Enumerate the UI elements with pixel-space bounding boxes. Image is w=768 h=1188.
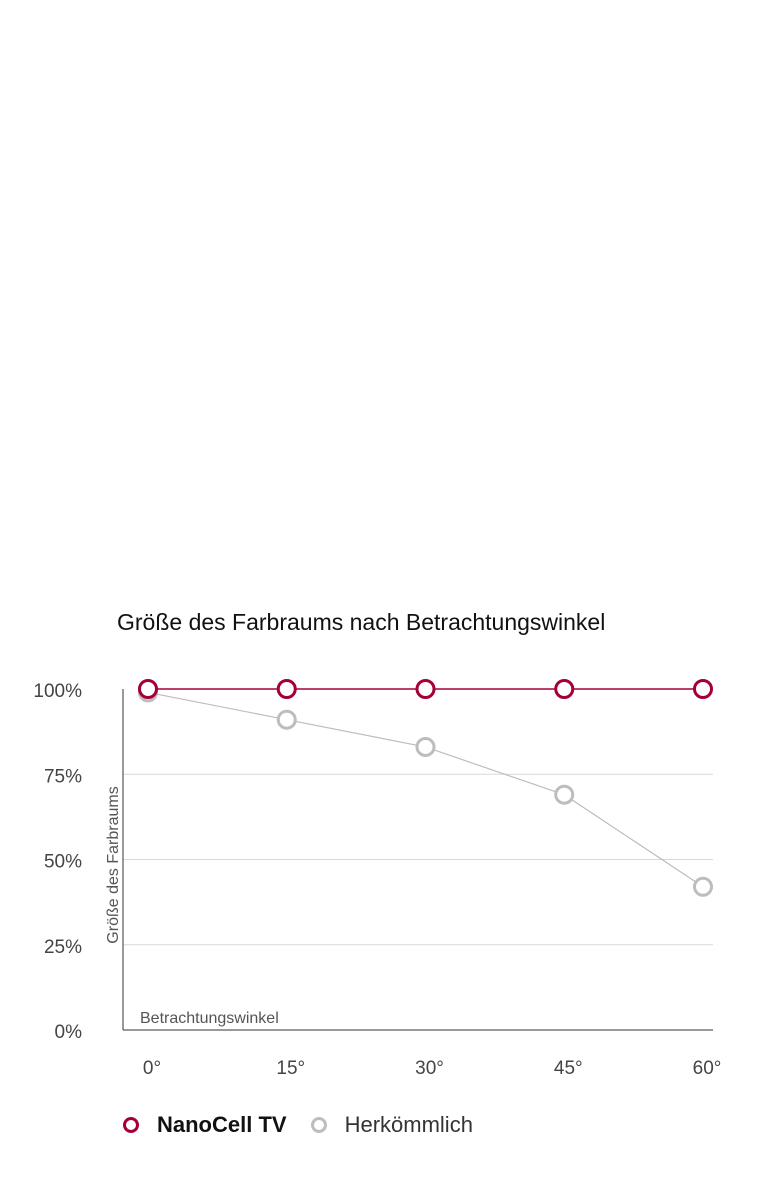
legend-item-nanocell: NanoCell TV <box>123 1112 287 1138</box>
x-tick-label: 60° <box>693 1058 722 1079</box>
y-tick-label: 75% <box>44 766 82 787</box>
data-point-conventional <box>276 709 297 730</box>
series-line-conventional <box>147 691 704 888</box>
x-tick-label: 45° <box>554 1058 583 1079</box>
x-axis-label: Betrachtungswinkel <box>140 1010 279 1027</box>
data-point-nanocell <box>276 679 297 699</box>
data-point-conventional <box>415 736 436 757</box>
legend-item-conventional: Herkömmlich <box>310 1112 473 1138</box>
data-point-nanocell <box>138 679 158 699</box>
data-point-conventional <box>554 784 575 805</box>
y-axis-label: Größe des Farbraums <box>105 786 122 943</box>
data-point-nanocell <box>554 679 575 699</box>
legend-marker-conventional <box>310 1117 327 1133</box>
legend-label-nanocell: NanoCell TV <box>157 1112 287 1137</box>
y-tick-label: 25% <box>44 937 82 958</box>
legend-label-conventional: Herkömmlich <box>344 1112 473 1137</box>
y-tick-label: 100% <box>33 681 82 702</box>
legend: NanoCell TV Herkömmlich <box>123 1112 497 1138</box>
y-tick-label: 0% <box>55 1022 83 1043</box>
data-point-nanocell <box>415 679 436 699</box>
x-tick-label: 15° <box>276 1058 305 1079</box>
legend-marker-nanocell <box>123 1117 139 1133</box>
data-point-nanocell <box>693 679 713 699</box>
x-tick-label: 0° <box>143 1058 161 1079</box>
data-point-conventional <box>693 876 713 897</box>
x-tick-label: 30° <box>415 1058 444 1079</box>
y-tick-label: 50% <box>44 852 82 873</box>
chart-title: Größe des Farbraums nach Betrachtungswin… <box>117 609 606 635</box>
